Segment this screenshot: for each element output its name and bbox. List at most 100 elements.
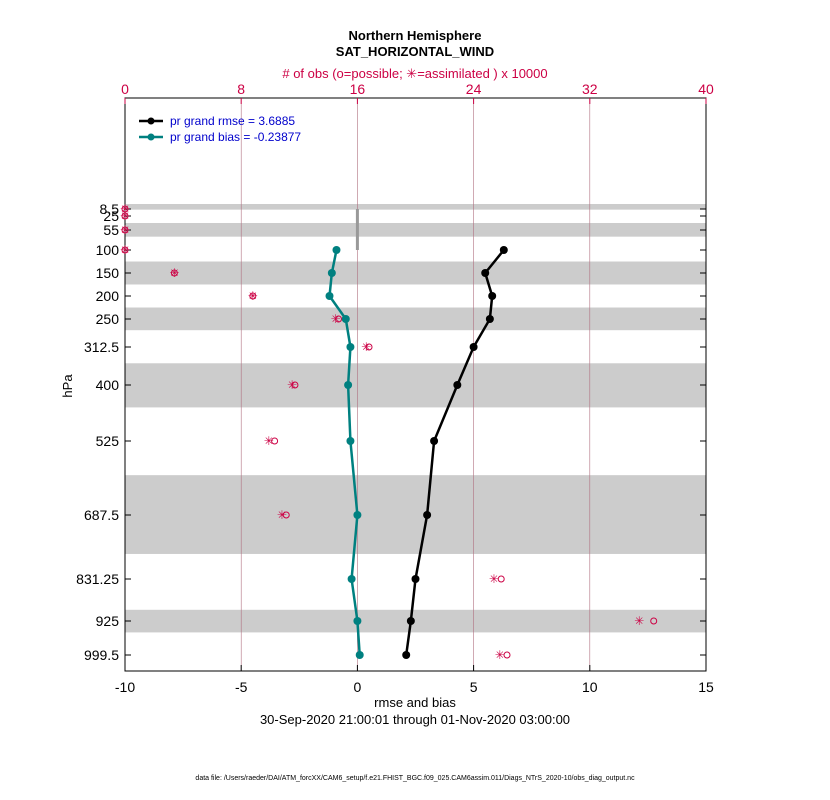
bias-point xyxy=(353,511,362,519)
obs-possible-marker xyxy=(121,205,129,213)
rmse-point xyxy=(430,437,439,445)
legend-bias-marker xyxy=(147,133,155,141)
rmse-point xyxy=(453,381,462,389)
x-tick-label: -5 xyxy=(235,679,248,695)
obs-assimilated-marker: ✳ xyxy=(248,289,258,303)
y-tick-label: 999.5 xyxy=(84,647,119,663)
bias-point xyxy=(327,269,336,277)
legend-rmse-marker xyxy=(147,117,155,125)
bias-point xyxy=(344,381,353,389)
shaded-layers xyxy=(125,204,706,633)
obs-possible-marker xyxy=(335,315,343,323)
obs-assimilated-marker: ✳ xyxy=(287,378,297,392)
top-axis-label: # of obs (o=possible; ✳=assimilated ) x … xyxy=(282,66,547,81)
rmse-point xyxy=(481,269,490,277)
top-tick-label: 16 xyxy=(350,81,366,97)
chart-title: Northern Hemisphere xyxy=(349,28,482,43)
obs-possible-marker xyxy=(121,226,129,234)
rmse-point xyxy=(488,292,497,300)
obs-assimilated-marker: ✳ xyxy=(331,312,341,326)
bias-point xyxy=(346,343,355,351)
y-tick-label: 55 xyxy=(103,222,119,238)
bias-point xyxy=(332,246,341,254)
legend-rmse-label: pr grand rmse = 3.6885 xyxy=(170,114,295,128)
obs-possible-marker xyxy=(503,651,511,659)
obs-count-markers: ✳✳✳✳✳✳✳✳✳✳✳✳✳✳ xyxy=(120,202,658,662)
bias-point xyxy=(353,617,362,625)
rmse-point xyxy=(499,246,508,254)
top-tick-label: 32 xyxy=(582,81,598,97)
top-tick-label: 0 xyxy=(121,81,129,97)
obs-possible-marker xyxy=(249,292,257,300)
shaded-layer xyxy=(125,609,706,633)
y-tick-label: 925 xyxy=(96,613,120,629)
top-tick-label: 8 xyxy=(237,81,245,97)
obs-assimilated-marker: ✳ xyxy=(120,209,130,223)
x-tick-label: -10 xyxy=(115,679,135,695)
data-file-footnote: data file: /Users/raeder/DAI/ATM_forcXX/… xyxy=(195,775,635,782)
obs-assimilated-marker: ✳ xyxy=(264,434,274,448)
obs-possible-marker xyxy=(121,246,129,254)
obs-possible-marker xyxy=(291,381,299,389)
bias-point xyxy=(347,575,356,583)
y-axis-label: hPa xyxy=(60,374,75,398)
legend: pr grand rmse = 3.6885 pr grand bias = -… xyxy=(139,114,301,144)
obs-possible-marker xyxy=(365,343,373,351)
obs-possible-marker xyxy=(121,212,129,220)
chart-subtitle: SAT_HORIZONTAL_WIND xyxy=(336,44,494,59)
obs-assimilated-marker: ✳ xyxy=(169,266,179,280)
x-axis-label: rmse and bias xyxy=(374,695,456,710)
bias-point xyxy=(325,292,334,300)
obs-assimilated-marker: ✳ xyxy=(495,648,505,662)
rmse-point xyxy=(406,617,415,625)
obs-possible-marker xyxy=(497,575,505,583)
x-tick-label: 15 xyxy=(698,679,714,695)
y-tick-label: 25 xyxy=(103,208,119,224)
y-tick-label: 400 xyxy=(96,377,120,393)
shaded-layer xyxy=(125,204,706,210)
y-tick-label: 8.5 xyxy=(100,201,120,217)
obs-possible-marker xyxy=(271,437,279,445)
top-tick-label: 24 xyxy=(466,81,482,97)
x-tick-label: 10 xyxy=(582,679,598,695)
x-tick-label: 5 xyxy=(470,679,478,695)
data-series xyxy=(325,246,508,659)
x-tick-label: 0 xyxy=(354,679,362,695)
y-tick-label: 150 xyxy=(96,265,120,281)
obs-possible-marker xyxy=(282,511,290,519)
shaded-layer xyxy=(125,475,706,554)
shaded-layer xyxy=(125,261,706,285)
obs-assimilated-marker: ✳ xyxy=(277,508,287,522)
y-tick-label: 200 xyxy=(96,288,120,304)
axis-ticks: -10 -5 0 5 10 150 8 16 24 32 408.52555100150200250… xyxy=(76,81,714,695)
rmse-point xyxy=(402,651,411,659)
obs-assimilated-marker: ✳ xyxy=(634,614,644,628)
y-tick-label: 687.5 xyxy=(84,507,119,523)
rmse-point xyxy=(411,575,420,583)
y-tick-label: 831.25 xyxy=(76,571,119,587)
rmse-point xyxy=(469,343,478,351)
obs-possible-marker xyxy=(650,617,658,625)
rmse-point xyxy=(485,315,494,323)
top-tick-label: 40 xyxy=(698,81,714,97)
legend-bias-label: pr grand bias = -0.23877 xyxy=(170,130,301,144)
bias-point xyxy=(346,437,355,445)
bias-point xyxy=(341,315,350,323)
obs-assimilated-marker: ✳ xyxy=(489,572,499,586)
shaded-layer xyxy=(125,223,706,237)
date-range: 30-Sep-2020 21:00:01 through 01-Nov-2020… xyxy=(260,712,570,727)
rmse-point xyxy=(423,511,432,519)
obs-assimilated-marker: ✳ xyxy=(120,243,130,257)
vertical-gridlines xyxy=(240,98,591,671)
shaded-layer xyxy=(125,307,706,331)
y-tick-label: 525 xyxy=(96,433,120,449)
obs-assimilated-marker: ✳ xyxy=(120,223,130,237)
obs-possible-marker xyxy=(170,269,178,277)
y-tick-label: 312.5 xyxy=(84,339,119,355)
y-tick-label: 250 xyxy=(96,311,120,327)
bias-point xyxy=(355,651,364,659)
shaded-layer xyxy=(125,363,706,408)
y-tick-label: 100 xyxy=(96,242,120,258)
obs-assimilated-marker: ✳ xyxy=(361,340,371,354)
